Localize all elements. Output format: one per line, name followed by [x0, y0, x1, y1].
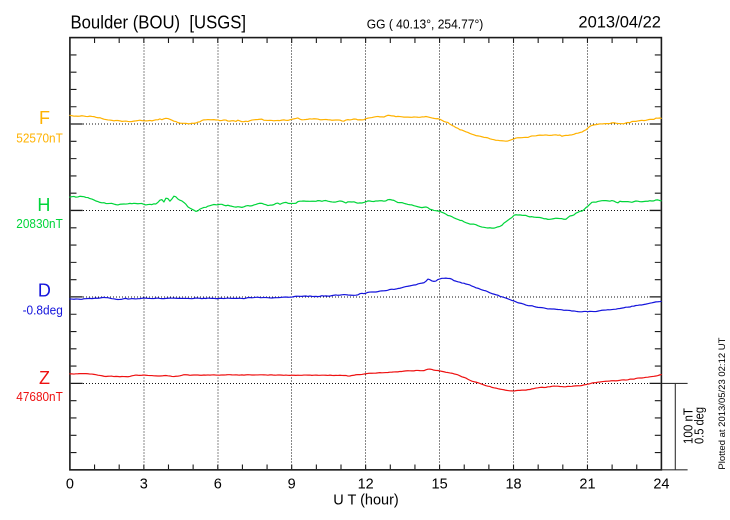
svg-text:47680nT: 47680nT: [16, 389, 63, 404]
svg-text:2013/04/22: 2013/04/22: [578, 14, 661, 32]
svg-text:Z: Z: [39, 368, 50, 388]
svg-text:0: 0: [66, 477, 74, 493]
svg-text:100 nT: 100 nT: [680, 408, 695, 444]
svg-text:6: 6: [214, 477, 222, 493]
svg-text:D: D: [38, 280, 51, 300]
svg-text:20830nT: 20830nT: [16, 216, 63, 231]
svg-text:GG ( 40.13°, 254.77°): GG ( 40.13°, 254.77°): [367, 17, 484, 32]
svg-text:-0.8deg: -0.8deg: [23, 303, 63, 318]
svg-text:Plotted at 2013/05/23 02:12 UT: Plotted at 2013/05/23 02:12 UT: [717, 337, 728, 469]
svg-text:H: H: [37, 195, 50, 215]
svg-text:12: 12: [358, 477, 374, 493]
svg-text:3: 3: [140, 477, 148, 493]
svg-text:24: 24: [653, 477, 669, 493]
svg-text:F: F: [39, 108, 50, 128]
svg-text:9: 9: [288, 477, 296, 493]
svg-text:Boulder (BOU) [USGS]: Boulder (BOU) [USGS]: [71, 13, 247, 33]
svg-text:15: 15: [432, 477, 448, 493]
svg-text:U T (hour): U T (hour): [333, 493, 399, 509]
svg-text:52570nT: 52570nT: [16, 131, 63, 146]
svg-text:0.5 deg: 0.5 deg: [692, 407, 707, 444]
svg-text:18: 18: [505, 477, 521, 493]
svg-text:21: 21: [579, 477, 595, 493]
